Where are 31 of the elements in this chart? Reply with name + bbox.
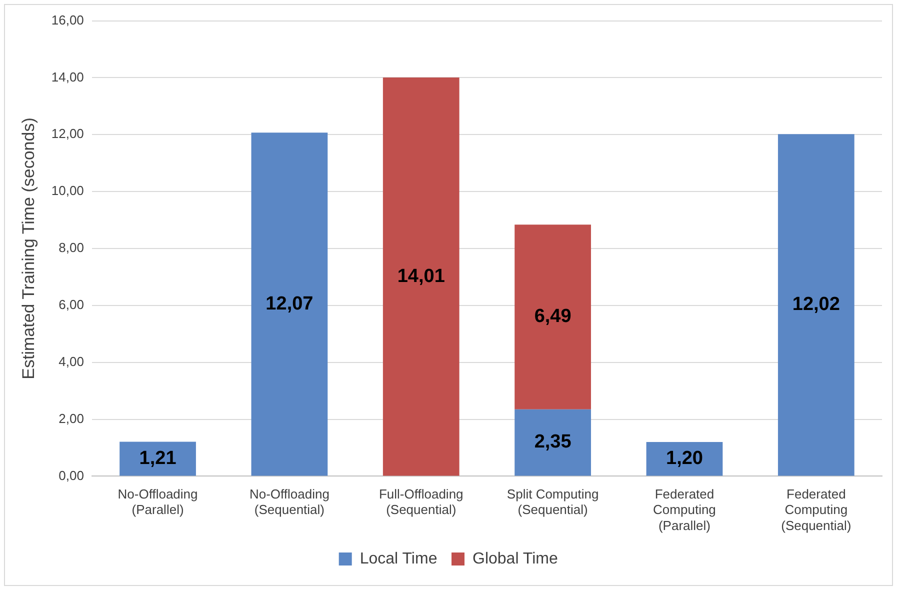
x-tick-label: Full-Offloading (Sequential): [378, 486, 464, 518]
bar: [778, 134, 854, 476]
data-label: 1,21: [139, 448, 177, 469]
bar: [514, 409, 591, 476]
y-tick-label: 6,00: [58, 297, 84, 312]
data-label: 12,02: [792, 294, 840, 316]
data-label: 2,35: [534, 432, 572, 453]
data-label: 6,49: [534, 306, 572, 328]
y-tick-label: 2,00: [58, 410, 84, 426]
x-tick-label: No-Offloading (Sequential): [249, 486, 330, 518]
x-tick-label: No-Offloading (Parallel): [118, 486, 198, 518]
legend-label: Global Time: [472, 550, 558, 568]
y-tick-label: 10,00: [51, 183, 84, 198]
x-tick-label: Federated Computing (Parallel): [653, 486, 716, 533]
y-tick-label: 14,00: [51, 69, 84, 84]
y-tick-label: 12,00: [51, 126, 84, 142]
y-tick-label: 16,00: [51, 12, 84, 28]
bar: [120, 442, 196, 476]
bar: [251, 132, 328, 476]
x-tick-label: Split Computing (Sequential): [506, 486, 599, 518]
y-tick-label: 4,00: [58, 354, 84, 369]
data-label: 12,07: [266, 293, 314, 314]
bar: [514, 224, 591, 410]
data-label: 14,01: [397, 266, 446, 287]
bar: [382, 77, 460, 476]
y-axis-title: Estimated Training Time (seconds): [18, 118, 38, 380]
legend-label: Local Time: [360, 550, 438, 568]
y-tick-label: 8,00: [58, 240, 84, 256]
data-label: 1,20: [666, 448, 703, 470]
x-tick-label: Federated Computing (Sequential): [781, 486, 852, 533]
y-tick-label: 0,00: [58, 468, 84, 483]
